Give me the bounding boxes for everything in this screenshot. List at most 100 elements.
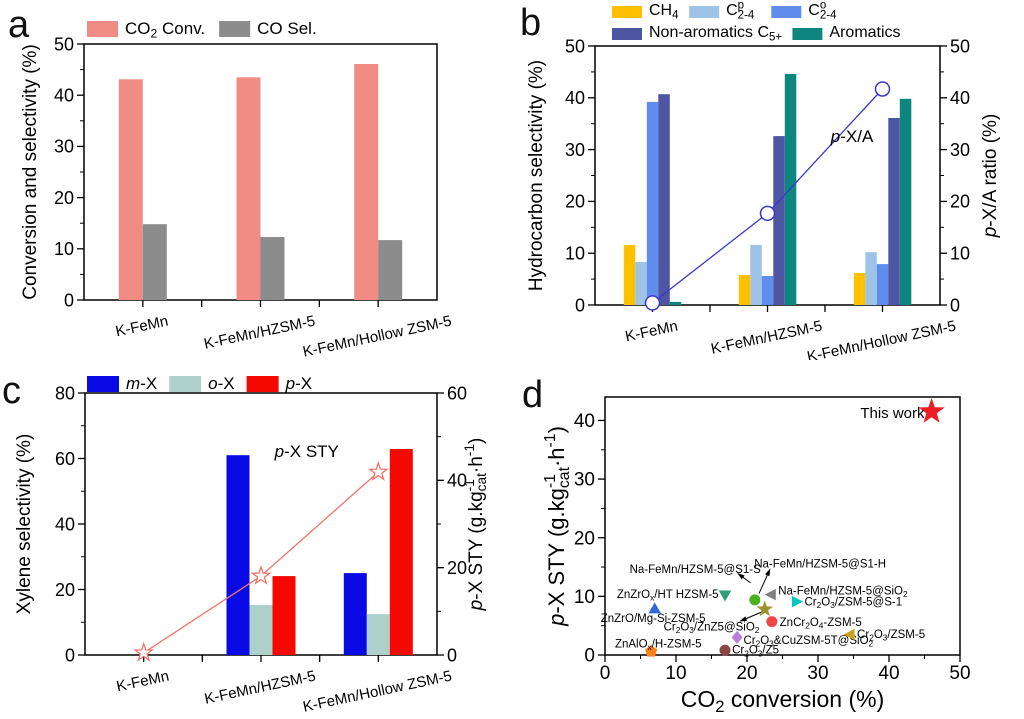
y-tick-label: 0 (584, 646, 595, 667)
y-tick-label: 30 (565, 140, 585, 160)
bar (646, 101, 659, 306)
point-label: Cr2O3/Z5 (732, 645, 779, 659)
y-axis-title: Xylene selectivity (%) (14, 434, 35, 615)
point-label: Cr2O3/ZnZ5@SiO2 (664, 621, 760, 635)
bar (226, 455, 250, 655)
scatter-point (645, 645, 658, 657)
legend-swatch (219, 21, 251, 37)
x-category-label: K-FeMn/Hollow ZSM-5 (301, 668, 453, 716)
y-axis-title: Conversion and selectivity (%) (20, 44, 41, 300)
panel-b-chart: 0 10 20 30 40 50 0 10 20 30 40 50 p-X/A K-FeMn K-FeMn/… (526, 0, 1001, 360)
legend-label: Co 2-4 (808, 0, 837, 22)
y-right-tick-label: 0 (950, 295, 960, 315)
x-category-label: K-FeMn/Hollow ZSM-5 (806, 318, 958, 360)
x-tick-label: 10 (665, 663, 686, 684)
x-tick-label: 0 (600, 663, 611, 684)
y-tick-label: 0 (575, 295, 585, 315)
scatter-point (756, 600, 774, 617)
line-marker (367, 461, 389, 481)
legend-label: Non-aromatics C5+ (649, 24, 782, 44)
line-annotation: p-X/A (830, 127, 874, 146)
legend-label: p-X (285, 374, 312, 393)
scatter-point (731, 630, 743, 644)
scatter-point (749, 594, 761, 606)
bar (899, 98, 912, 305)
bar (865, 252, 877, 305)
legend-label: o-X (208, 374, 234, 393)
legend-swatch (169, 376, 202, 392)
legend-swatch (87, 21, 118, 37)
legend-label: Aromatics (829, 24, 900, 41)
scatter-point (764, 588, 776, 601)
annotation-arrowhead (739, 616, 748, 622)
scatter-point (719, 644, 731, 656)
x-category-label: K-FeMn (624, 318, 680, 346)
line-annotation: p-X STY (274, 442, 339, 461)
legend-swatch (612, 28, 642, 40)
scatter-point (648, 602, 661, 614)
point-label: Na-FeMn/HZSM-5@S1-S (630, 564, 761, 576)
bar (738, 275, 751, 305)
point-label: This work (860, 405, 925, 422)
y-tick-label: 20 (54, 188, 74, 208)
bar (669, 301, 682, 305)
bar (853, 272, 866, 305)
bar (118, 79, 143, 300)
legend-swatch (689, 6, 720, 18)
bar (272, 576, 296, 655)
bar (236, 77, 261, 300)
bar (389, 449, 413, 655)
y-tick-label: 20 (565, 192, 585, 212)
x-category-label: K-FeMn (114, 313, 170, 341)
point-label: Cr2O3&CuZSM-5T@SiO2 (743, 635, 873, 649)
point-label: Na-FeMn/HZSM-5@S1-H (754, 559, 886, 571)
point-label: Cr2O3/ZSM-5 (857, 629, 925, 643)
line-marker (644, 295, 661, 311)
y-tick-label: 20 (574, 528, 595, 549)
line-marker (874, 81, 891, 97)
bar (658, 94, 670, 305)
x-category-label: K-FeMn/HZSM-5 (203, 668, 317, 708)
line-marker (133, 641, 155, 662)
legend-label: m-X (126, 374, 157, 393)
legend-label: CO Sel. (257, 19, 317, 38)
y-tick-label: 10 (574, 587, 595, 608)
bar (378, 240, 403, 300)
annotation-arrowhead (737, 572, 745, 580)
point-label: ZnCr2O4-ZSM-5 (780, 617, 862, 631)
panel-c-letter: c (2, 370, 21, 412)
bar (876, 264, 889, 305)
y-right-tick-label: 20 (950, 192, 970, 212)
bar (623, 244, 636, 305)
y-tick-label: 0 (65, 645, 75, 665)
legend-swatch (246, 376, 279, 392)
legend-swatch (612, 6, 642, 18)
legend-label: CO2 Conv. (125, 19, 205, 41)
line-marker (759, 205, 776, 222)
y-axis-title: p-X STY (g.kg-1cat·h-1) (542, 426, 573, 627)
bar (761, 276, 774, 305)
y-tick-label: 50 (565, 36, 585, 56)
panel-d-letter: d (522, 374, 544, 416)
y-tick-label: 10 (565, 244, 585, 264)
scatter-point (792, 595, 803, 608)
y-tick-label: 50 (54, 34, 74, 54)
y-axis-title: Hydrocarbon selectivity (%) (526, 60, 547, 291)
y-tick-label: 0 (64, 290, 74, 310)
annotation-arrowhead (765, 568, 771, 577)
point-label: ZnZrO/Mg-Si-ZSM-5 (601, 613, 706, 625)
x-category-label: K-FeMn (115, 668, 171, 696)
point-label: Cr2O3/ZSM-5@S-1 (805, 597, 903, 611)
point-label: ZnAlOx/H-ZSM-5 (615, 638, 702, 652)
scatter-point (843, 628, 855, 641)
overlay-line (652, 88, 883, 304)
legend-label: CH4 (649, 2, 679, 22)
y-right-axis-title: p-X/A ratio (%) (980, 114, 1001, 239)
point-label: Na-FeMn/HZSM-5@SiO2 (778, 586, 908, 600)
y-tick-label: 30 (54, 137, 74, 157)
line-marker (250, 565, 272, 585)
panel-c-chart: 0 20 40 60 80 0 20 40 60 p-X STY K-FeMn K-FeMn/HZSM… (14, 374, 489, 716)
bar (888, 118, 900, 305)
x-category-label: K-FeMn/Hollow ZSM-5 (301, 313, 453, 360)
